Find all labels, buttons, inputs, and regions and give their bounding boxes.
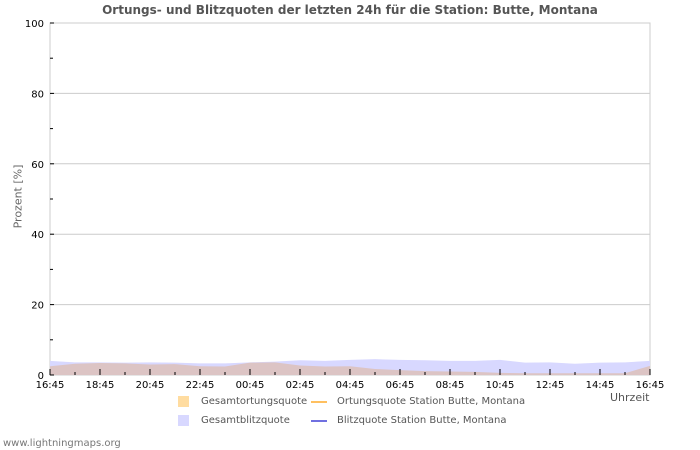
legend-label: Gesamtortungsquote — [201, 396, 308, 407]
legend-item-ortungsquote-station: Ortungsquote Station Butte, Montana — [311, 396, 525, 407]
y-tick-label: 80 — [31, 89, 44, 100]
legend-item-blitzquote-station: Blitzquote Station Butte, Montana — [311, 415, 507, 426]
legend-item-gesamtblitzquote: Gesamtblitzquote — [178, 415, 311, 426]
gridlines — [49, 22, 651, 376]
x-tick-label: 04:45 — [336, 380, 365, 391]
x-tick-label: 02:45 — [286, 380, 315, 391]
x-tick-label: 12:45 — [536, 380, 565, 391]
area-swatch-icon — [178, 396, 189, 407]
legend: Gesamtortungsquote Ortungsquote Station … — [178, 392, 525, 430]
line-swatch-icon — [311, 400, 327, 403]
source-link[interactable]: www.lightningmaps.org — [3, 438, 121, 449]
x-tick-label: 00:45 — [236, 380, 265, 391]
x-tick-label: 16:45 — [36, 380, 65, 391]
x-tick-label: 08:45 — [436, 380, 465, 391]
y-tick-label: 20 — [31, 301, 44, 312]
legend-label: Ortungsquote Station Butte, Montana — [337, 396, 526, 407]
x-axis-label: Uhrzeit — [610, 391, 650, 404]
x-tick-label: 22:45 — [186, 380, 215, 391]
chart-title: Ortungs- und Blitzquoten der letzten 24h… — [102, 3, 598, 17]
y-tick-label: 60 — [31, 160, 44, 171]
y-tick-label: 100 — [25, 19, 44, 30]
x-tick-label: 20:45 — [136, 380, 165, 391]
x-tick-label: 16:45 — [636, 380, 665, 391]
line-swatch-icon — [311, 419, 327, 422]
y-tick-label: 40 — [31, 230, 44, 241]
axes: 0 20 40 60 80 100 16:45 18:45 20:45 22:45 00:45 02:… — [25, 19, 665, 391]
legend-label: Blitzquote Station Butte, Montana — [337, 415, 507, 426]
x-tick-label: 14:45 — [586, 380, 615, 391]
x-tick-label: 06:45 — [386, 380, 415, 391]
x-tick-label: 10:45 — [486, 380, 515, 391]
y-tick-label: 0 — [38, 371, 44, 382]
y-axis-label: Prozent [%] — [11, 164, 25, 229]
x-tick-label: 18:45 — [86, 380, 115, 391]
area-swatch-icon — [178, 415, 189, 426]
legend-item-gesamtortungsquote: Gesamtortungsquote — [178, 396, 311, 407]
legend-label: Gesamtblitzquote — [201, 415, 290, 426]
